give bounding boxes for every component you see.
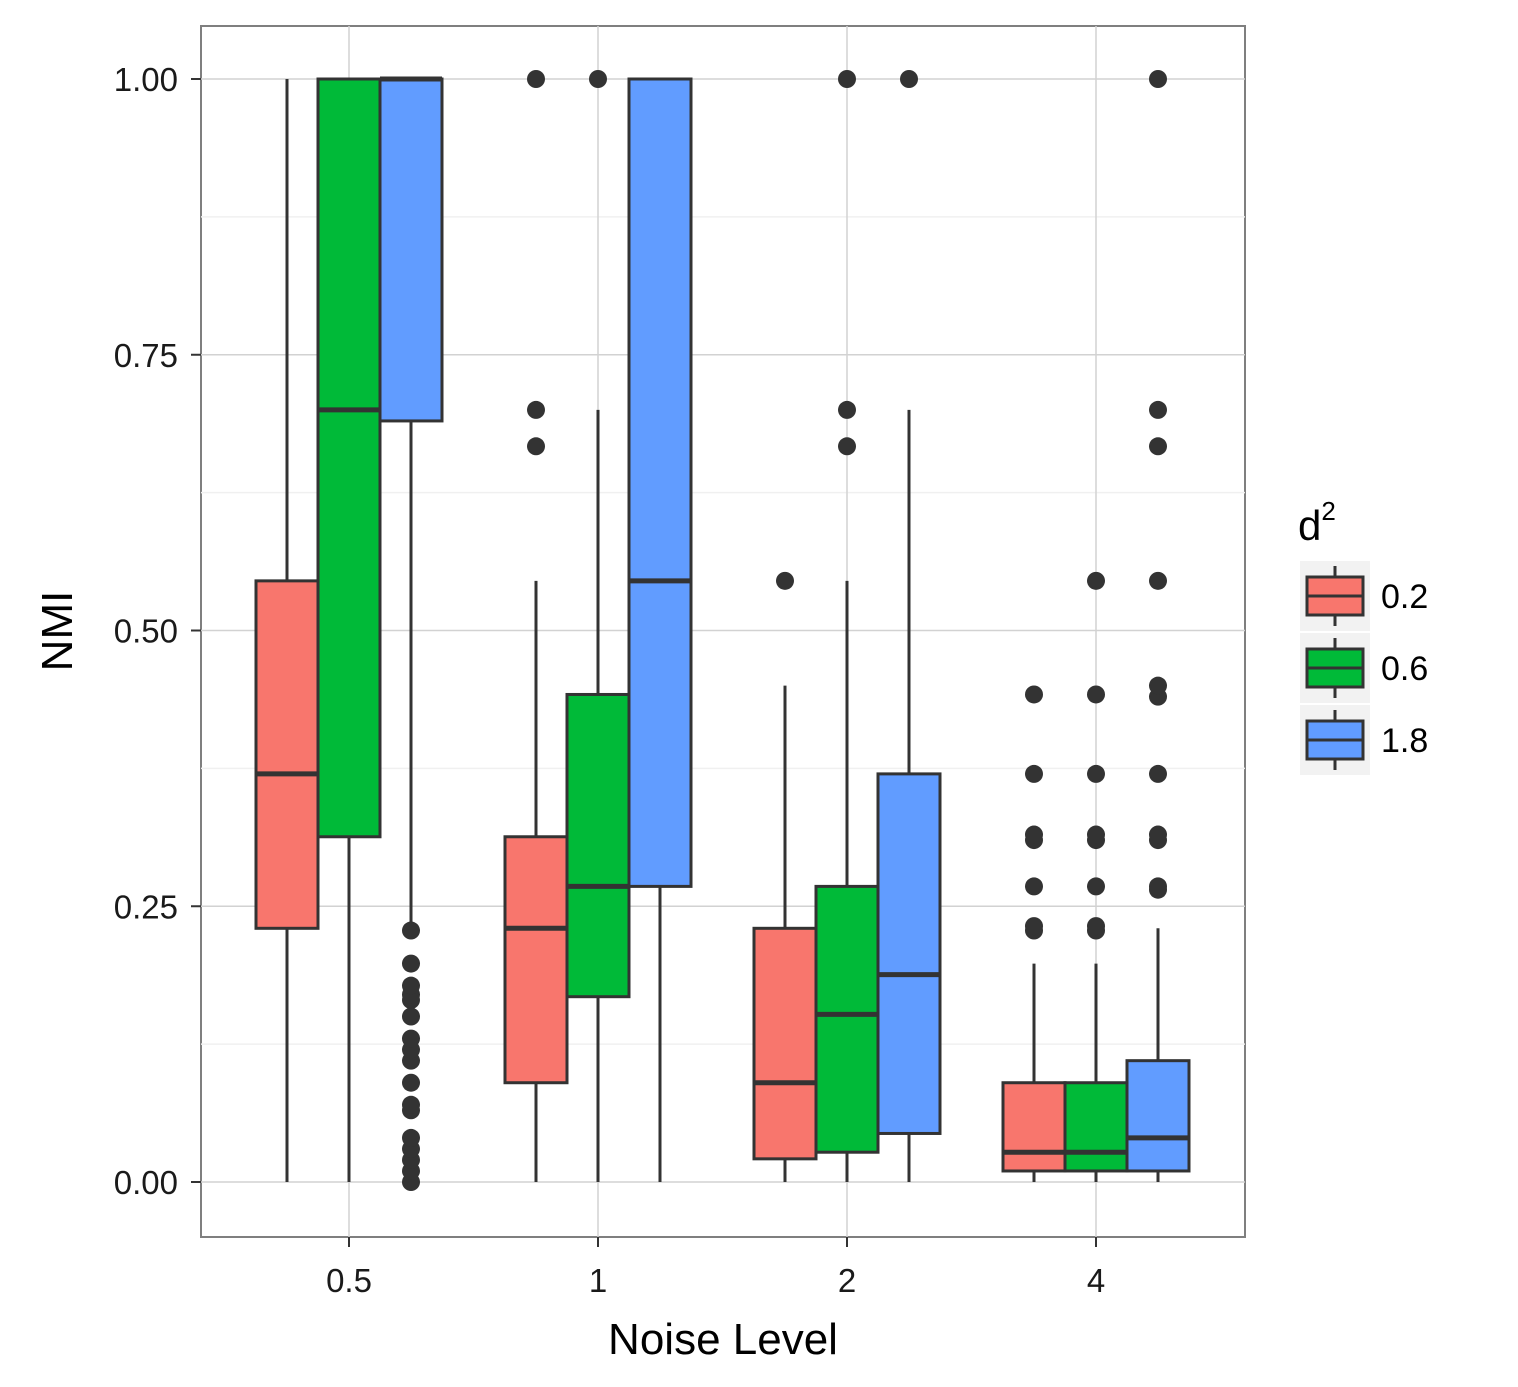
iqr-box — [565, 692, 631, 999]
outlier-point — [1025, 685, 1043, 704]
outlier-point — [1025, 764, 1043, 783]
outlier-point — [402, 1029, 420, 1048]
iqr-box — [1063, 1081, 1129, 1173]
iqr-box — [1125, 1059, 1191, 1173]
x-tick-label: 1 — [589, 1262, 607, 1299]
box-4-0.2 — [1001, 685, 1067, 1182]
outlier-point — [1025, 825, 1043, 844]
outlier-point — [1149, 400, 1167, 419]
outlier-point — [776, 571, 794, 590]
outlier-point — [1149, 676, 1167, 695]
box-4-1.8 — [1125, 70, 1191, 1182]
outlier-point — [402, 1095, 420, 1114]
box-2-1.8 — [876, 70, 942, 1182]
box-2-0.2 — [752, 571, 818, 1182]
legend-title-superscript: 2 — [1321, 496, 1335, 526]
iqr-box — [316, 77, 382, 839]
legend-keys: 0.2 0.6 1.8 — [1298, 559, 1428, 777]
box-0.5-1.8 — [378, 76, 444, 1191]
outlier-point — [402, 921, 420, 940]
outlier-point — [838, 437, 856, 456]
outlier-point — [1149, 70, 1167, 88]
legend-item-0.6: 0.6 — [1298, 631, 1428, 705]
y-axis: 0.00 0.25 0.50 0.75 1.00 — [114, 61, 201, 1201]
series-0.6 — [316, 70, 1129, 1182]
outlier-point — [1087, 877, 1105, 896]
boxplot-series — [254, 70, 1191, 1191]
outlier-point — [1149, 877, 1167, 896]
iqr-box — [378, 77, 444, 423]
outlier-point — [838, 70, 856, 88]
y-tick-label: 0.75 — [114, 337, 178, 374]
outlier-point — [402, 1073, 420, 1092]
legend-title: d2 — [1298, 496, 1336, 549]
outlier-point — [402, 954, 420, 973]
outlier-point — [1025, 877, 1043, 896]
outlier-point — [1149, 437, 1167, 456]
legend-item-1.8: 1.8 — [1298, 703, 1428, 777]
iqr-box — [876, 772, 942, 1135]
legend-title-base: d — [1298, 502, 1321, 549]
box-0.5-0.6 — [316, 77, 382, 1182]
x-tick-label: 2 — [838, 1262, 856, 1299]
series-1.8 — [378, 70, 1191, 1191]
box-1-1.8 — [627, 77, 693, 1182]
outlier-point — [1087, 917, 1105, 936]
iqr-box — [627, 77, 693, 888]
outlier-point — [1025, 917, 1043, 936]
outlier-point — [402, 976, 420, 995]
outlier-point — [402, 1007, 420, 1026]
outlier-point — [1087, 571, 1105, 590]
iqr-box — [254, 579, 320, 930]
x-tick-label: 0.5 — [326, 1262, 372, 1299]
legend-label: 0.6 — [1381, 650, 1428, 688]
outlier-point — [1149, 571, 1167, 590]
outlier-point — [1087, 825, 1105, 844]
outlier-point — [527, 70, 545, 88]
y-tick-label: 0.00 — [114, 1164, 178, 1201]
outlier-point — [527, 400, 545, 419]
outlier-point — [1087, 685, 1105, 704]
legend-item-0.2: 0.2 — [1298, 559, 1428, 633]
outlier-point — [900, 70, 918, 88]
outlier-point — [589, 70, 607, 88]
outlier-point — [527, 437, 545, 456]
legend-label: 0.2 — [1381, 578, 1428, 616]
y-tick-label: 0.25 — [114, 888, 178, 925]
outlier-point — [402, 1128, 420, 1147]
y-tick-label: 0.50 — [114, 613, 178, 650]
iqr-box — [814, 884, 880, 1154]
y-axis-title: NMI — [33, 591, 82, 672]
iqr-box — [1001, 1081, 1067, 1173]
legend: d2 0.2 0.6 1.8 — [1298, 496, 1428, 777]
box-2-0.6 — [814, 70, 880, 1182]
legend-label: 1.8 — [1381, 722, 1428, 760]
iqr-box — [503, 835, 569, 1085]
x-axis-title: Noise Level — [608, 1315, 838, 1364]
x-axis: 0.5 1 2 4 — [326, 1237, 1105, 1299]
iqr-box — [752, 926, 818, 1161]
outlier-point — [1087, 764, 1105, 783]
y-tick-label: 1.00 — [114, 61, 178, 98]
outlier-point — [838, 400, 856, 419]
x-tick-label: 4 — [1087, 1262, 1105, 1299]
outlier-point — [1149, 764, 1167, 783]
outlier-point — [1149, 825, 1167, 844]
